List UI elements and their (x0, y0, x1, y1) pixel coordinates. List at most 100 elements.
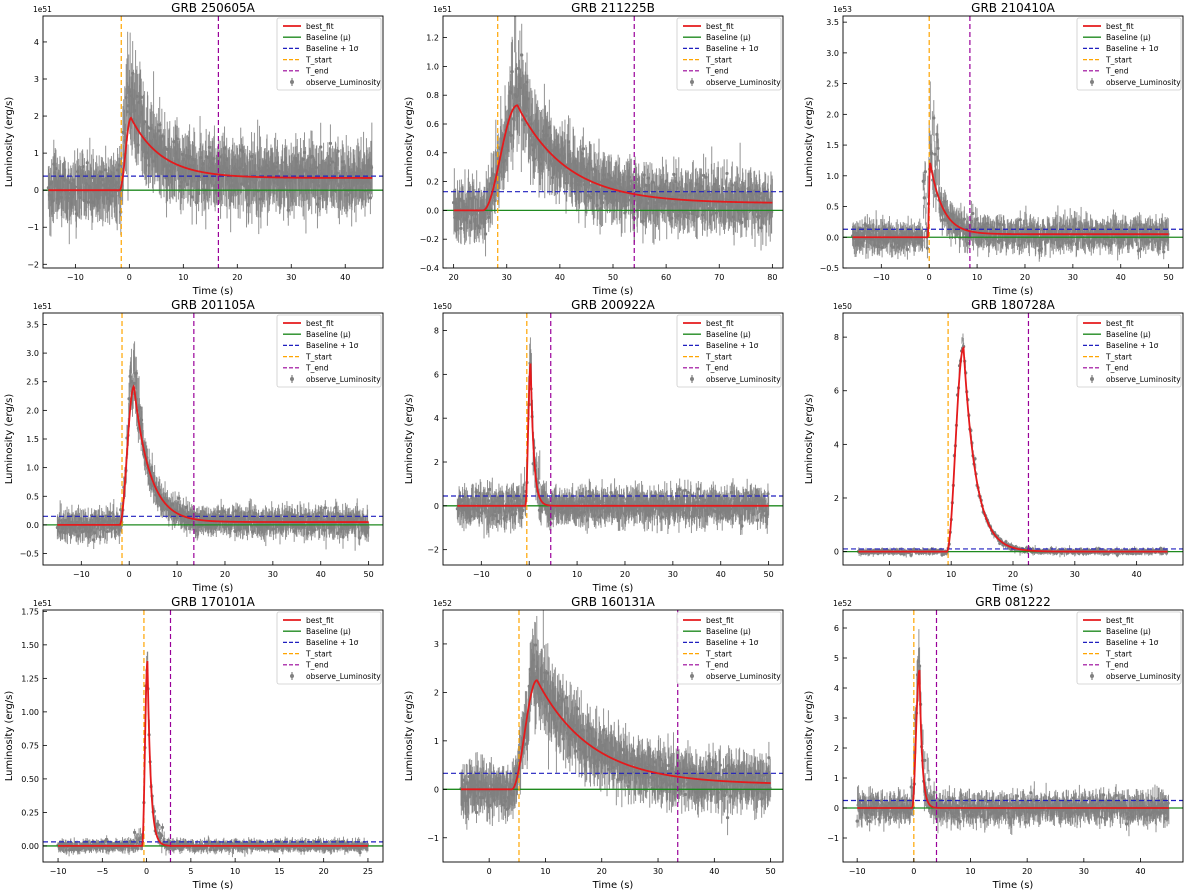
x-axis: −10 0 10 20 30 40 50 (873, 264, 1174, 282)
y-axis: −0.5 0.0 0.5 1.0 1.5 2.0 2.5 3.0 3.5 (820, 18, 847, 273)
x-axis: −10 0 10 20 30 40 (67, 264, 350, 282)
x-tick-label: 20 (232, 273, 242, 282)
legend-label-t-end: T_end (1105, 67, 1129, 76)
chart-title: GRB 250605A (171, 1, 255, 15)
observed-luminosity-series (850, 81, 1170, 262)
data-point (725, 171, 729, 176)
legend-label-baseline-sigma: Baseline + 1σ (306, 44, 359, 53)
y-axis-label: Luminosity (erg/s) (804, 97, 815, 188)
data-point (701, 173, 706, 177)
y-tick-label: −1 (27, 223, 39, 232)
x-tick-label: 40 (555, 273, 565, 282)
y-tick-label: 2.0 (826, 110, 839, 119)
legend-label-t-start: T_start (705, 55, 732, 64)
data-point (493, 198, 497, 203)
x-axis: −10 0 10 20 30 40 50 (73, 561, 374, 579)
x-tick-label: 40 (340, 273, 350, 282)
chart-panel-2: 20 30 40 50 60 70 80 −0.4 −0.2 0.0 0.2 0.4 0.6 0.8 1.0… (404, 1, 784, 297)
chart-panel-3: −10 0 10 20 30 40 50 −0.5 0.0 0.5 1.0 1.5 2.0 2.5 3.0 3… (804, 1, 1184, 297)
observed-luminosity-series (46, 31, 374, 245)
y-tick-label: 0 (34, 186, 39, 195)
x-tick-label: −10 (873, 273, 890, 282)
data-point (358, 536, 362, 540)
y-tick-label: 1 (34, 149, 39, 158)
data-point (634, 177, 639, 182)
data-point (891, 245, 895, 249)
y-tick-label: −0.5 (820, 264, 839, 273)
y-tick-label: −0.4 (420, 264, 439, 273)
legend-label-baseline-sigma: Baseline + 1σ (1106, 44, 1159, 53)
axes-frame (42, 15, 384, 269)
y-axis: −0.4 −0.2 0.0 0.2 0.4 0.6 0.8 1.0 1.2 (420, 34, 447, 273)
scale-label: 1e53 (833, 5, 852, 14)
legend-label-t-start: T_start (1105, 55, 1132, 64)
x-axis-label: Time (s) (592, 286, 634, 297)
x-tick-label: 0 (927, 273, 932, 282)
plot-area (43, 16, 383, 268)
data-point (905, 247, 910, 252)
best-fit-curve (57, 384, 369, 526)
legend-label-t-end: T_end (305, 67, 329, 76)
x-tick-label: −10 (73, 570, 90, 579)
y-tick-label: 0.2 (426, 178, 439, 187)
data-point (328, 141, 333, 145)
x-tick-label: 30 (286, 273, 296, 282)
best-fit-curve (48, 116, 373, 192)
data-point (971, 211, 975, 216)
y-tick-label: 2 (34, 112, 39, 121)
data-point (922, 196, 926, 200)
legend-box (1076, 17, 1182, 91)
best-fit-curve (852, 162, 1169, 239)
legend-label-best-fit: best_fit (1106, 22, 1134, 31)
scale-label: 1e51 (433, 5, 452, 14)
y-tick-label: 1.2 (426, 34, 439, 43)
y-axis: −2 −1 0 1 2 3 4 (27, 38, 47, 269)
data-point (459, 226, 463, 230)
x-tick-label: 80 (767, 273, 777, 282)
x-tick-label: 10 (172, 570, 182, 579)
x-tick-label: 10 (178, 273, 188, 282)
x-tick-label: 0 (127, 570, 132, 579)
y-tick-label: 3.5 (826, 18, 839, 27)
legend-label-observed: observe_Luminosity (706, 78, 781, 87)
y-tick-label: 3 (34, 75, 39, 84)
data-point (323, 506, 327, 510)
data-point (581, 147, 585, 151)
data-point (923, 170, 927, 174)
y-tick-label: 0.8 (426, 91, 439, 100)
data-point (368, 196, 373, 200)
data-point (190, 195, 194, 199)
legend-swatch-dot (690, 80, 694, 84)
legend-label-baseline: Baseline (μ) (1106, 33, 1151, 42)
y-tick-label: 1.0 (826, 172, 839, 181)
data-point (1061, 224, 1066, 228)
y-tick-label: 0.0 (826, 233, 839, 242)
plot-area (443, 16, 783, 268)
y-tick-label: 0.4 (426, 149, 439, 158)
legend-swatch-dot (290, 80, 294, 84)
x-tick-label: 60 (661, 273, 671, 282)
best-fit-curve (453, 104, 773, 212)
y-tick-label: 2.5 (826, 80, 839, 89)
x-tick-label: 20 (449, 273, 459, 282)
x-tick-label: 40 (1116, 273, 1126, 282)
data-point (1138, 247, 1143, 251)
data-point (483, 232, 488, 236)
y-tick-label: 4 (34, 38, 39, 47)
x-tick-label: 50 (608, 273, 618, 282)
data-point (1162, 250, 1166, 254)
chart-panel-4: −10 0 10 20 30 40 50−0.50.00.51.01.52.02.53.03… (4, 298, 384, 594)
data-point (1018, 218, 1022, 222)
legend-label-baseline: Baseline (μ) (306, 33, 351, 42)
y-tick-label: 1.5 (826, 141, 839, 150)
data-point (313, 528, 317, 532)
data-point (965, 241, 970, 245)
plot-area (43, 313, 383, 565)
data-point (139, 95, 143, 99)
x-tick-label: −10 (67, 273, 84, 282)
y-tick-label: 0.0 (426, 206, 439, 215)
y-tick-label: 0.6 (426, 120, 439, 129)
y-axis-label: Luminosity (erg/s) (4, 97, 15, 188)
x-tick-label: 30 (1068, 273, 1078, 282)
